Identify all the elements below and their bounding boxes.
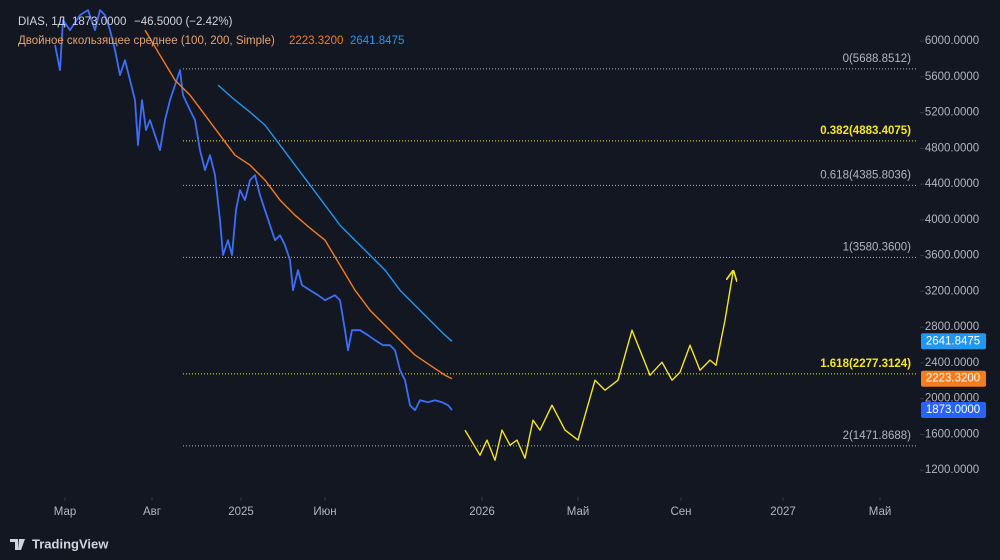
y-tick-label: 4400.0000 <box>925 178 979 190</box>
y-tick-label: 3200.0000 <box>925 285 979 297</box>
indicator-value: 2641.8475 <box>350 35 404 47</box>
footer <box>0 531 1000 560</box>
series-line <box>217 84 453 342</box>
y-tick-label: 2000.0000 <box>925 393 979 405</box>
symbol: DIAS, 1Д <box>18 16 66 28</box>
y-tick-label: 3600.0000 <box>925 250 979 262</box>
series-line <box>144 29 453 380</box>
x-tick-label: Мар <box>54 506 77 518</box>
last-price: 1873.0000 <box>72 16 126 28</box>
series-line <box>54 9 453 412</box>
price-badge <box>921 402 986 419</box>
y-tick-label: 1600.0000 <box>925 428 979 440</box>
logo-icon <box>10 539 25 550</box>
y-tick-label: 5200.0000 <box>925 107 979 119</box>
price-badge-label: 2223.3200 <box>926 373 980 385</box>
fib-label: 1.618(2277.3124) <box>820 358 911 370</box>
x-tick-label: Авг <box>143 506 161 518</box>
price-badge-label: 1873.0000 <box>926 404 980 416</box>
fib-label: 0(5688.8512) <box>843 53 912 65</box>
indicator-value: 2223.3200 <box>289 35 343 47</box>
x-tick-label: Май <box>869 506 892 518</box>
x-tick-label: 2027 <box>770 506 796 518</box>
price-change: −46.5000 (−2.42%) <box>134 16 233 28</box>
x-tick-label: Сен <box>670 506 691 518</box>
y-tick-label: 6000.0000 <box>925 35 979 47</box>
price-badge <box>921 370 986 387</box>
price-badge <box>921 333 986 350</box>
x-tick-label: 2026 <box>469 506 495 518</box>
x-tick-label: Июн <box>313 506 336 518</box>
x-tick-label: Май <box>567 506 590 518</box>
fib-label: 2(1471.8688) <box>843 430 912 442</box>
y-tick-label: 1200.0000 <box>925 464 979 476</box>
x-tick-label: 2025 <box>228 506 254 518</box>
y-tick-label: 2800.0000 <box>925 321 979 333</box>
price-badge-label: 2641.8475 <box>926 335 980 347</box>
series-line <box>464 272 733 461</box>
brand: TradingView <box>32 536 109 551</box>
y-tick-label: 2400.0000 <box>925 357 979 369</box>
y-tick-label: 4800.0000 <box>925 142 979 154</box>
indicator-name: Двойное скользящее среднее (100, 200, Si… <box>18 35 275 47</box>
fib-label: 1(3580.3600) <box>843 241 912 253</box>
y-tick-label: 5600.0000 <box>925 71 979 83</box>
plot-area: 1200.0000 1600.0000 2000.0000 2400.0000 2800… <box>54 9 986 518</box>
fib-label: 0.618(4385.8036) <box>820 169 911 181</box>
y-tick-label: 4000.0000 <box>925 214 979 226</box>
fib-label: 0.382(4883.4075) <box>820 125 911 137</box>
